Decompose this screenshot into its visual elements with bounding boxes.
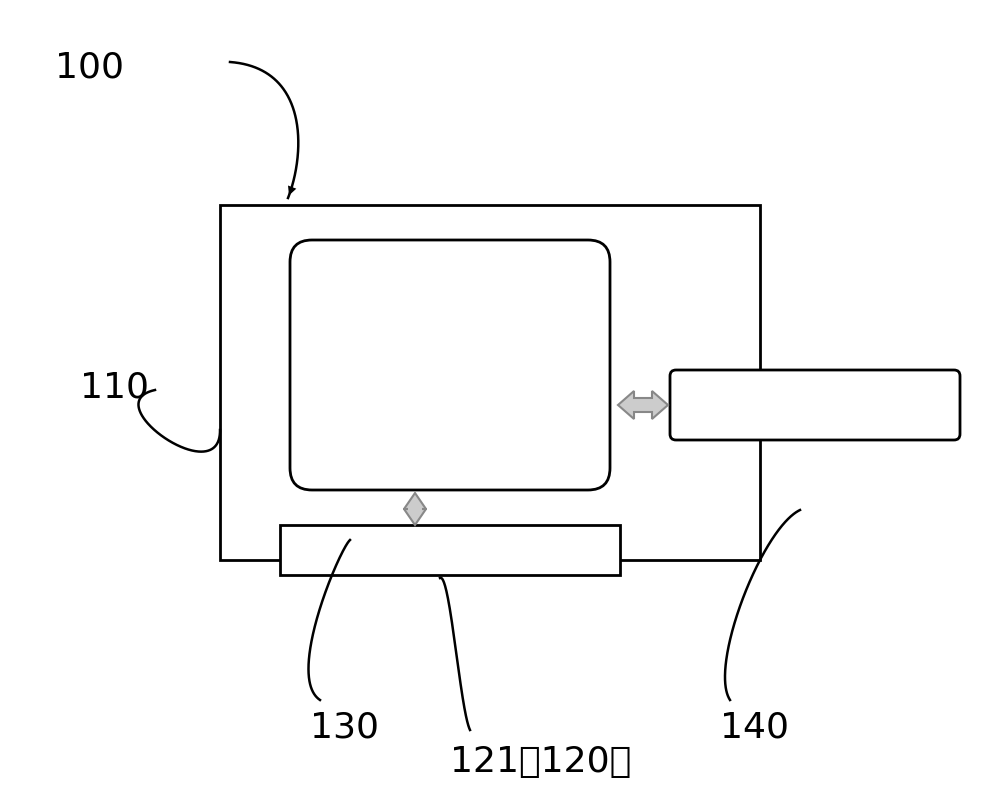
Text: 121（120）: 121（120）: [450, 745, 631, 779]
Polygon shape: [618, 391, 668, 419]
Text: 100: 100: [55, 50, 124, 84]
FancyBboxPatch shape: [670, 370, 960, 440]
FancyBboxPatch shape: [290, 240, 610, 490]
Text: 130: 130: [310, 710, 379, 744]
Text: 110: 110: [80, 370, 149, 404]
Bar: [220, 205, 760, 560]
Polygon shape: [404, 493, 426, 525]
Text: 140: 140: [720, 710, 789, 744]
Bar: [280, 525, 620, 575]
